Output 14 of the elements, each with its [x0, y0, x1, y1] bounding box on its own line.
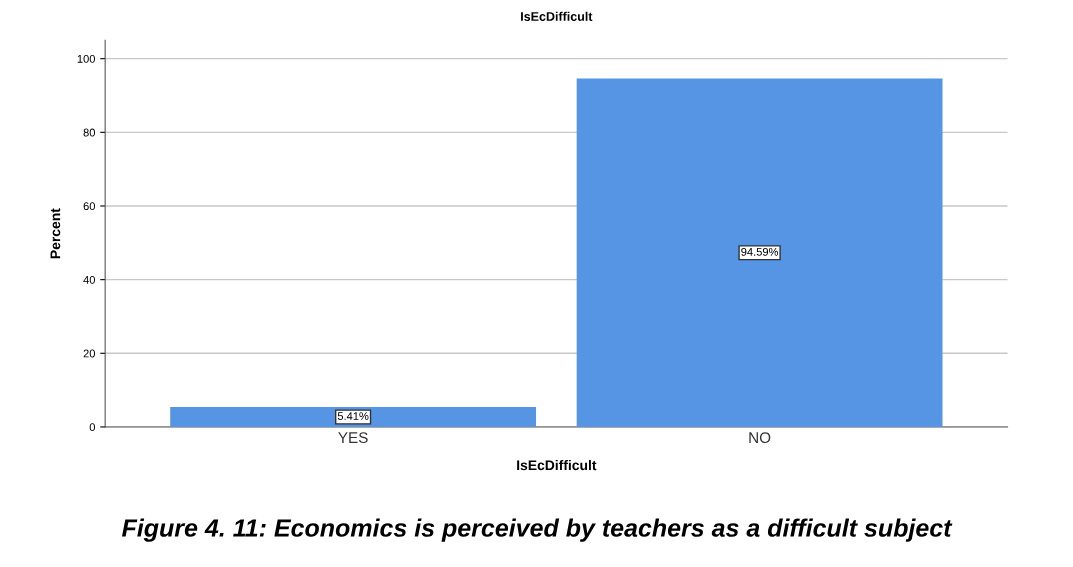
data-label: 94.59%: [741, 247, 779, 256]
y-tick-label: 100: [77, 54, 95, 63]
y-tick-label: 20: [83, 349, 95, 358]
chart-title: IsEcDifficult: [521, 11, 593, 21]
y-tick-label: 0: [89, 423, 95, 432]
y-tick-label: 60: [83, 202, 95, 211]
x-tick-label: YES: [338, 432, 368, 444]
y-axis-title: Percent: [50, 208, 61, 259]
caption: Figure 4. 11: Economics is perceived by teachers as a difficult subject: [121, 518, 953, 542]
x-axis-title: IsEcDifficult: [517, 459, 597, 471]
y-tick-label: 40: [83, 275, 95, 284]
y-tick-label: 80: [83, 128, 95, 137]
x-tick-label: NO: [749, 432, 771, 444]
data-label: 5.41%: [337, 412, 369, 420]
